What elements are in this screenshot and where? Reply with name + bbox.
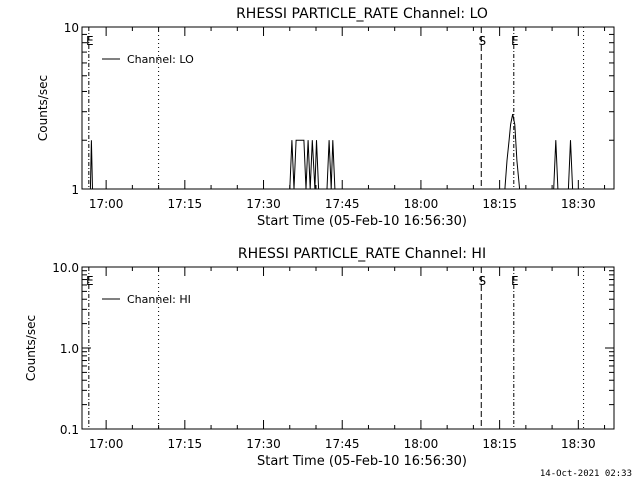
x-tick-label: 17:15 [168, 197, 203, 211]
x-tick-label: 17:45 [325, 437, 360, 451]
chart-title: RHESSI PARTICLE_RATE Channel: HI [238, 246, 486, 262]
y-tick-label: 1.0 [60, 342, 79, 356]
y-axis-label: Counts/sec [36, 75, 50, 141]
x-tick-label: 17:30 [246, 197, 281, 211]
x-tick-label: 17:00 [89, 197, 124, 211]
event-marker-label: E [511, 274, 519, 288]
x-axis-label: Start Time (05-Feb-10 16:56:30) [257, 214, 467, 229]
event-marker-label: E [86, 274, 94, 288]
event-marker-label: E [511, 34, 519, 48]
y-axis-label: Counts/sec [24, 315, 38, 381]
event-marker-label: E [86, 34, 94, 48]
x-tick-label: 18:30 [561, 437, 596, 451]
chart-panel-1: RHESSI PARTICLE_RATE Channel: LO Counts/s… [36, 6, 615, 229]
x-axis-label: Start Time (05-Feb-10 16:56:30) [257, 454, 467, 469]
legend-label: Channel: HI [127, 293, 191, 306]
chart-title: RHESSI PARTICLE_RATE Channel: LO [236, 6, 488, 22]
x-tick-label: 18:00 [404, 197, 439, 211]
plot-frame [81, 26, 615, 190]
x-tick-label: 17:00 [89, 437, 124, 451]
y-tick-label: 10.0 [52, 261, 79, 275]
legend-label: Channel: LO [127, 53, 194, 66]
x-tick-label: 17:45 [325, 197, 360, 211]
y-tick-label: 10 [64, 21, 79, 35]
event-marker-label: S [478, 34, 486, 48]
plot-frame [81, 266, 615, 430]
y-tick-label: 1 [71, 183, 79, 197]
chart-panel-2: RHESSI PARTICLE_RATE Channel: HI Counts/s… [24, 246, 615, 469]
x-tick-label: 18:15 [482, 197, 517, 211]
x-tick-label: 17:30 [246, 437, 281, 451]
x-tick-label: 18:00 [404, 437, 439, 451]
x-tick-label: 18:15 [482, 437, 517, 451]
y-tick-label: 0.1 [60, 423, 79, 437]
x-tick-label: 18:30 [561, 197, 596, 211]
event-marker-label: S [478, 274, 486, 288]
x-tick-label: 17:15 [168, 437, 203, 451]
timestamp-label: 14-Oct-2021 02:33 [539, 469, 632, 479]
series-line [87, 114, 587, 190]
